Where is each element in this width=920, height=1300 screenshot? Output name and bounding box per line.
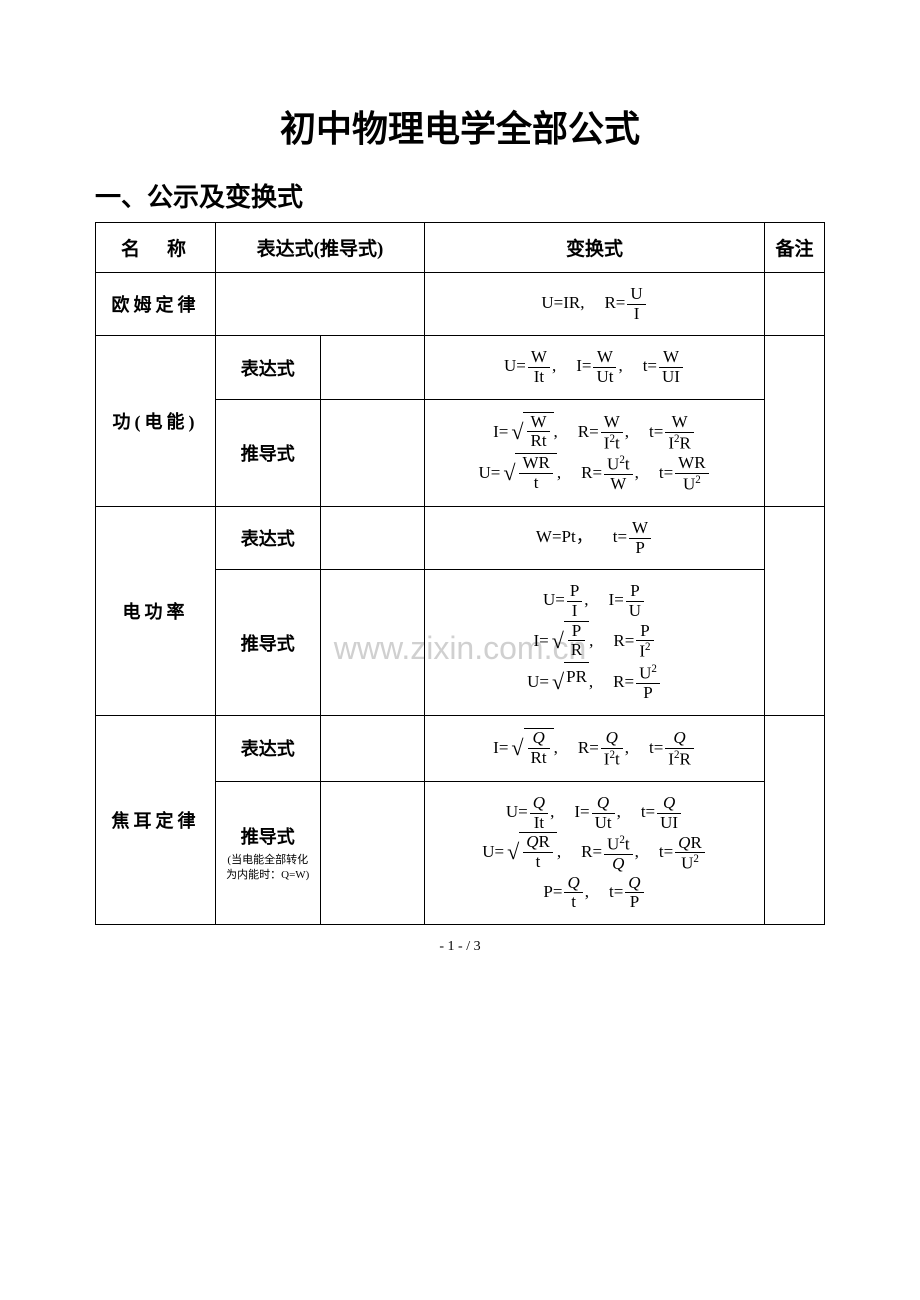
formula-power-2 <box>320 570 425 716</box>
section-header: 一、公示及变换式 <box>95 177 825 214</box>
table-header-row: 名 称 表达式(推导式) 变换式 备注 <box>96 223 825 273</box>
formula-power-1 <box>320 506 425 569</box>
derive-note-joule: (当电能全部转化为内能时：Q=W) <box>222 853 314 884</box>
transform-joule-2: U=QIt,I=QUt,t=QUIU=QRt,R=U2tQ,t=QRU2P=Qt… <box>425 782 765 925</box>
note-power <box>765 506 825 715</box>
transform-work-1: U=WIt,I=WUt,t=WUI <box>425 336 765 399</box>
row-name-ohm: 欧姆定律 <box>96 273 216 336</box>
header-transform: 变换式 <box>425 223 765 273</box>
row-name-work: 功(电能) <box>96 336 216 507</box>
row-type-power-1: 表达式 <box>216 506 321 569</box>
table-row: 电功率 表达式 W=Pt，t=WP <box>96 506 825 569</box>
note-work <box>765 336 825 507</box>
formula-work-1 <box>320 336 425 399</box>
row-name-power: 电功率 <box>96 506 216 715</box>
transform-power-2: U=PI,I=PUI=PR,R=PI2U=PR,R=U2P <box>425 570 765 716</box>
note-joule <box>765 715 825 924</box>
table-row: 欧姆定律 U=IR,R=UI <box>96 273 825 336</box>
transform-power-1: W=Pt，t=WP <box>425 506 765 569</box>
formula-work-2 <box>320 399 425 506</box>
formula-table: 名 称 表达式(推导式) 变换式 备注 欧姆定律 U=IR,R=UI 功(电能)… <box>95 222 825 925</box>
formula-joule-1 <box>320 715 425 781</box>
formula-joule-2 <box>320 782 425 925</box>
row-type-joule-1: 表达式 <box>216 715 321 781</box>
header-note: 备注 <box>765 223 825 273</box>
header-name: 名 称 <box>96 223 216 273</box>
transform-ohm: U=IR,R=UI <box>425 273 765 336</box>
note-ohm <box>765 273 825 336</box>
table-row: 功(电能) 表达式 U=WIt,I=WUt,t=WUI <box>96 336 825 399</box>
row-name-joule: 焦耳定律 <box>96 715 216 924</box>
table-row: 焦耳定律 表达式 I=QRt,R=QI2t,t=QI2R <box>96 715 825 781</box>
transform-joule-1: I=QRt,R=QI2t,t=QI2R <box>425 715 765 781</box>
row-type-work-1: 表达式 <box>216 336 321 399</box>
transform-work-2: I=WRt,R=WI2t,t=WI2RU=WRt,R=U2tW,t=WRU2 <box>425 399 765 506</box>
page-number: - 1 - / 3 <box>0 939 920 955</box>
row-type-joule-2: 推导式 (当电能全部转化为内能时：Q=W) <box>216 782 321 925</box>
row-type-power-2: 推导式 <box>216 570 321 716</box>
page-title: 初中物理电学全部公式 <box>95 100 825 152</box>
header-expression: 表达式(推导式) <box>216 223 425 273</box>
row-type-work-2: 推导式 <box>216 399 321 506</box>
row-type-ohm <box>216 273 425 336</box>
